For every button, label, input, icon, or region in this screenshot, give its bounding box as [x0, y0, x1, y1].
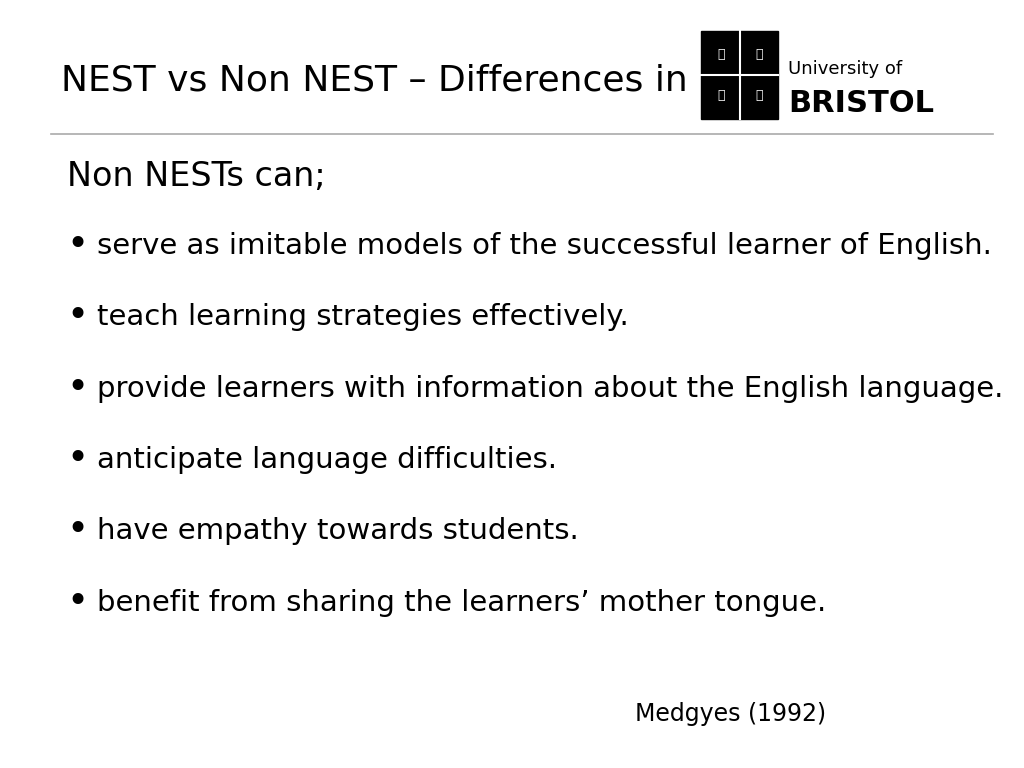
Text: 🌿: 🌿	[756, 48, 763, 61]
Text: benefit from sharing the learners’ mother tongue.: benefit from sharing the learners’ mothe…	[97, 589, 826, 617]
Text: Non NESTs can;: Non NESTs can;	[67, 161, 326, 193]
Text: provide learners with information about the English language.: provide learners with information about …	[97, 375, 1004, 402]
Text: •: •	[67, 371, 89, 406]
Text: BRISTOL: BRISTOL	[788, 89, 935, 118]
Text: teach learning strategies effectively.: teach learning strategies effectively.	[97, 303, 629, 331]
Text: 🐻: 🐻	[717, 88, 724, 101]
Text: •: •	[67, 300, 89, 335]
Text: 🦁: 🦁	[717, 48, 724, 61]
Text: •: •	[67, 442, 89, 478]
Text: have empathy towards students.: have empathy towards students.	[97, 518, 579, 545]
Text: •: •	[67, 514, 89, 549]
Text: •: •	[67, 228, 89, 263]
Text: •: •	[67, 585, 89, 621]
Text: anticipate language difficulties.: anticipate language difficulties.	[97, 446, 557, 474]
Bar	[701, 31, 778, 119]
Text: serve as imitable models of the successful learner of English.: serve as imitable models of the successf…	[97, 232, 992, 260]
Text: University of: University of	[788, 60, 902, 78]
Text: 🐴: 🐴	[756, 88, 763, 101]
Text: Medgyes (1992): Medgyes (1992)	[635, 702, 826, 727]
Text: NEST vs Non NEST – Differences in EFL: NEST vs Non NEST – Differences in EFL	[61, 64, 763, 98]
